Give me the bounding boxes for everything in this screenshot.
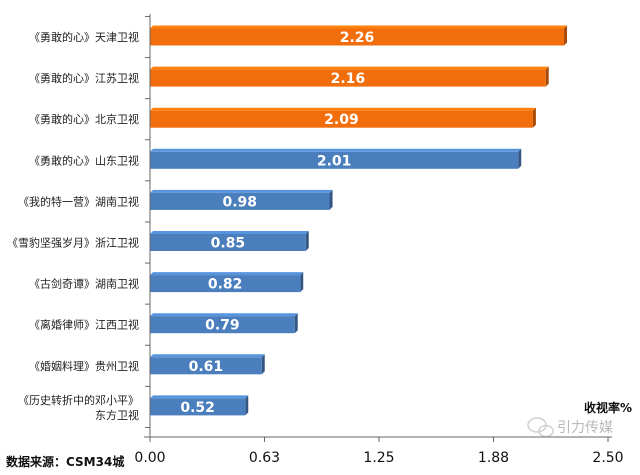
bar-top <box>150 231 309 234</box>
data-source-note: 数据来源：CSM34城 <box>6 454 124 469</box>
bar-side <box>300 272 304 293</box>
bar <box>150 192 330 210</box>
bar-top <box>150 66 549 70</box>
category-label: 《勇敢的心》天津卫视 <box>29 30 139 44</box>
bar-value-label: 2.16 <box>331 71 366 87</box>
bar-group: 2.16 <box>150 66 549 87</box>
bar <box>150 28 565 46</box>
bar <box>150 316 295 334</box>
category-label: 《婚姻料理》贵州卫视 <box>29 359 139 373</box>
bar-side <box>545 66 549 87</box>
watermark: 引力传媒 <box>527 417 613 438</box>
bar-group: 2.09 <box>150 107 536 128</box>
category-label: 《我的特一营》湖南卫视 <box>18 194 139 208</box>
x-tick-label: 0.00 <box>134 450 165 466</box>
bar-group: 0.61 <box>150 354 265 375</box>
bar-value-label: 2.01 <box>317 153 352 169</box>
watermark-text: 引力传媒 <box>557 420 613 436</box>
x-tick-label: 1.88 <box>478 450 509 466</box>
bars-layer: 2.26 2.16 2.09 2.01 0.98 0.85 0.82 0.79 0.61 0.52 <box>150 25 568 416</box>
x-axis-unit-label: 收视率% <box>584 400 632 415</box>
bar-value-label: 0.98 <box>222 194 257 210</box>
bar-value-label: 0.61 <box>189 359 224 375</box>
bar-value-label: 0.52 <box>180 400 215 416</box>
bar-group: 0.98 <box>150 189 333 210</box>
bar-top <box>150 354 265 358</box>
wechat-icon <box>527 417 554 438</box>
bar-value-label: 2.09 <box>324 112 359 128</box>
bar <box>150 69 546 87</box>
category-label: 《勇敢的心》北京卫视 <box>29 112 139 126</box>
bar-group: 2.01 <box>150 148 522 169</box>
bar-top <box>150 395 249 399</box>
bar-top <box>150 148 522 152</box>
bar <box>150 357 262 375</box>
category-label-line: 东方卫视 <box>95 408 139 422</box>
bar-value-label: 2.26 <box>340 30 375 46</box>
category-label: 《勇敢的心》山东卫视 <box>29 153 139 167</box>
bar-side <box>305 231 309 251</box>
category-label: 《雪豹坚强岁月》浙江卫视 <box>7 236 139 250</box>
x-tick-label: 0.63 <box>249 450 280 466</box>
bar-side <box>564 25 568 46</box>
x-tick-label: 2.50 <box>592 450 623 466</box>
bar-group: 2.26 <box>150 25 568 46</box>
bar <box>150 275 301 293</box>
x-tick-label: 1.25 <box>363 450 394 466</box>
bar <box>150 110 533 128</box>
bar-value-label: 0.79 <box>205 318 240 334</box>
bar-group: 0.52 <box>150 395 249 416</box>
bar-side <box>329 189 333 210</box>
category-label: 《历史转折中的邓小平》东方卫视 <box>18 393 139 422</box>
axis-layer: 0.00 0.63 1.25 1.88 2.50 《勇敢的心》天津卫视《勇敢的心》江苏卫视… <box>7 14 624 466</box>
bar-top <box>150 189 333 193</box>
bar <box>150 234 306 251</box>
bar-value-label: 0.85 <box>211 236 246 252</box>
bar-side <box>518 148 522 169</box>
bar <box>150 398 246 416</box>
bar <box>150 151 519 169</box>
bar-value-label: 0.82 <box>208 277 243 293</box>
category-label: 《古剑奇谭》湖南卫视 <box>29 277 139 291</box>
bar-top <box>150 25 568 29</box>
bar-side <box>294 313 298 334</box>
category-label-line: 《历史转折中的邓小平》 <box>18 393 139 407</box>
bar-top <box>150 107 536 111</box>
bar-group: 0.85 <box>150 231 309 252</box>
category-label: 《离婚律师》江西卫视 <box>29 318 139 332</box>
bar-top <box>150 272 304 276</box>
bar-group: 0.82 <box>150 272 304 293</box>
bar-top <box>150 313 298 317</box>
bar-side <box>245 395 249 416</box>
category-label: 《勇敢的心》江苏卫视 <box>29 71 139 85</box>
bar-side <box>261 354 265 375</box>
bar-group: 0.79 <box>150 313 298 334</box>
bar-side <box>532 107 536 128</box>
